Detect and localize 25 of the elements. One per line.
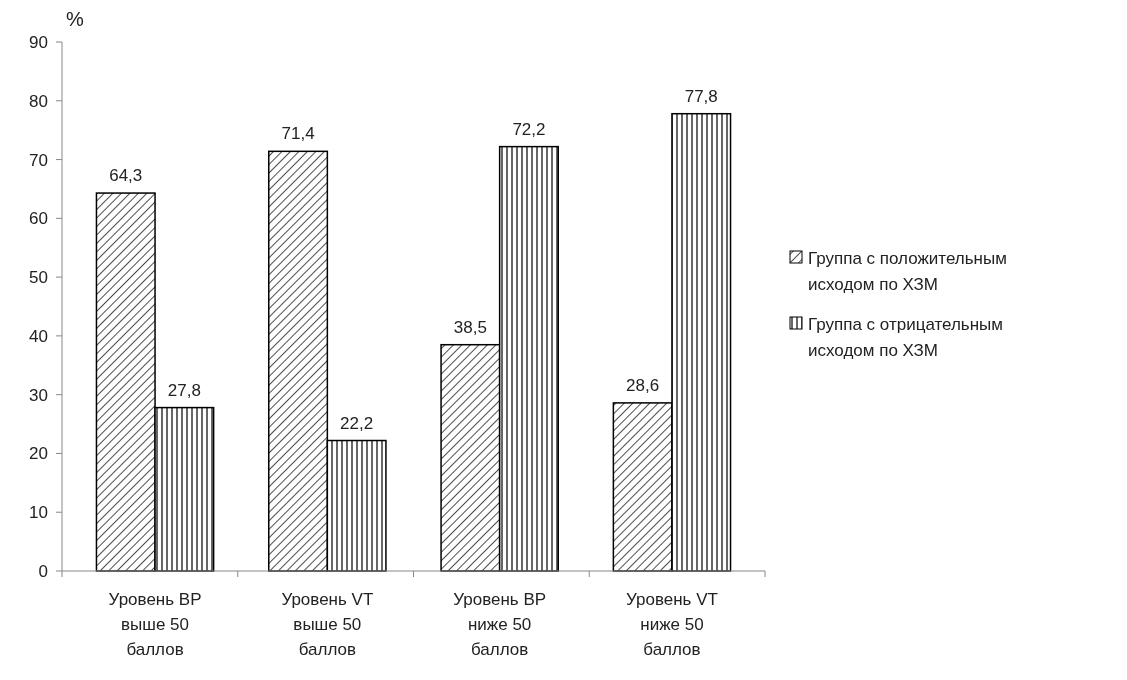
x-tick-label: Уровень ВР выше 50 баллов (108, 590, 202, 659)
y-axis-title: % (66, 8, 84, 30)
data-label: 38,5 (453, 317, 487, 337)
y-tick-label: 0 (38, 561, 48, 581)
y-tick-label: 80 (29, 91, 48, 111)
y-tick-label: 20 (29, 444, 48, 464)
y-tick-label: 30 (29, 385, 48, 405)
data-label: 28,6 (626, 375, 660, 395)
x-tick-label: Уровень VT ниже 50 баллов (625, 590, 718, 659)
y-tick-label: 10 (29, 503, 48, 523)
y-tick-label: 60 (29, 209, 48, 229)
data-label: 27,8 (167, 380, 201, 400)
y-tick-label: 40 (29, 326, 48, 346)
y-tick-label: 50 (29, 268, 48, 288)
data-label: 72,2 (512, 119, 546, 139)
x-tick-label: Уровень ВР ниже 50 баллов (453, 590, 547, 659)
x-tick-label: Уровень VT выше 50 баллов (281, 590, 374, 659)
legend-label: Группа с отрицательным исходом по ХЗМ (808, 314, 1004, 360)
y-tick-label: 70 (29, 150, 48, 170)
legend-label: Группа с положительным исходом по ХЗМ (808, 248, 1007, 294)
data-label: 64,3 (109, 166, 143, 186)
data-label: 71,4 (281, 124, 315, 144)
data-label: 77,8 (684, 86, 718, 106)
data-label: 22,2 (340, 413, 374, 433)
y-tick-label: 90 (29, 32, 48, 52)
